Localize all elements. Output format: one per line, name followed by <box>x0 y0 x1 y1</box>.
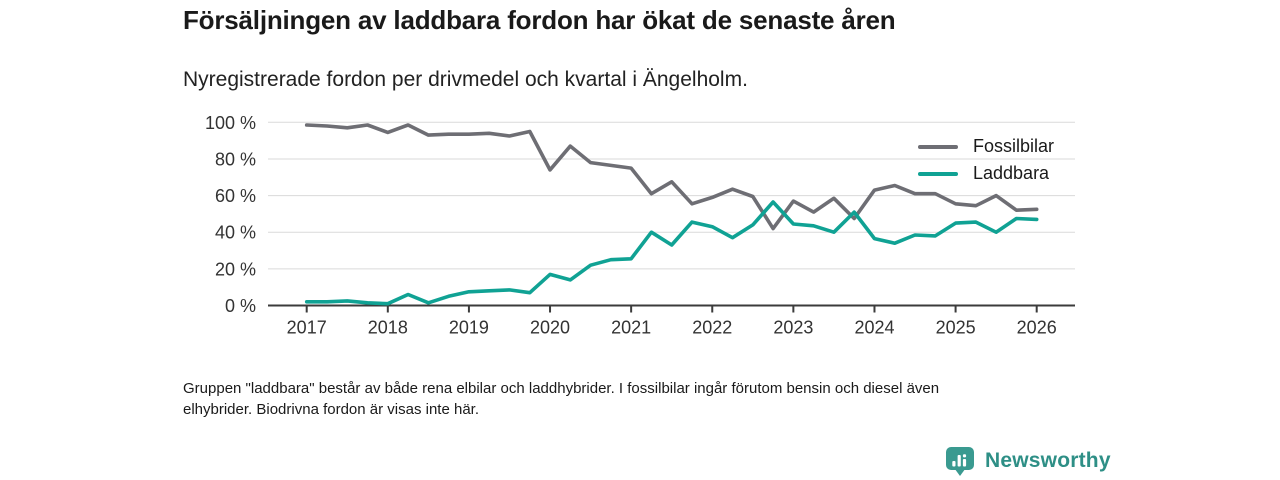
page-title: Försäljningen av laddbara fordon har öka… <box>183 5 896 35</box>
svg-text:20 %: 20 % <box>215 259 256 279</box>
svg-text:80 %: 80 % <box>215 149 256 169</box>
legend-label-laddbara: Laddbara <box>973 163 1050 183</box>
legend: Fossilbilar Laddbara <box>918 133 1054 187</box>
legend-item-fossilbilar: Fossilbilar <box>918 133 1054 160</box>
footnote-line-2: elhybrider. Biodrivna fordon är visas in… <box>183 401 479 418</box>
footnote-line-1: Gruppen "laddbara" består av både rena e… <box>183 380 940 397</box>
svg-text:2022: 2022 <box>692 318 732 338</box>
svg-text:2026: 2026 <box>1017 318 1057 338</box>
svg-text:40 %: 40 % <box>215 223 256 243</box>
svg-text:2018: 2018 <box>368 318 408 338</box>
fossilbilar-line-swatch <box>918 144 958 149</box>
line-chart: 0 % 20 % 40 % 60 % 80 % 100 % 2017 2018 2019 2020… <box>205 113 1075 338</box>
svg-text:60 %: 60 % <box>215 186 256 206</box>
chart-footnote: Gruppen "laddbara" består av både rena e… <box>183 378 1063 420</box>
svg-text:2025: 2025 <box>936 318 976 338</box>
newsworthy-logo[interactable]: Newsworthy <box>944 445 1111 477</box>
svg-text:2024: 2024 <box>854 318 894 338</box>
page-subtitle: Nyregistrerade fordon per drivmedel och … <box>183 68 748 91</box>
svg-text:2021: 2021 <box>611 318 651 338</box>
laddbara-line-swatch <box>918 171 958 176</box>
svg-text:2017: 2017 <box>287 318 327 338</box>
svg-text:2023: 2023 <box>773 318 813 338</box>
svg-text:2019: 2019 <box>449 318 489 338</box>
legend-label-fossilbilar: Fossilbilar <box>973 136 1055 156</box>
legend-item-laddbara: Laddbara <box>918 160 1054 187</box>
logo-text: Newsworthy <box>985 449 1111 472</box>
svg-text:0 %: 0 % <box>225 296 256 316</box>
svg-text:100 %: 100 % <box>205 113 256 133</box>
svg-text:2020: 2020 <box>530 318 570 338</box>
bar-chart-pin-icon <box>946 447 974 476</box>
